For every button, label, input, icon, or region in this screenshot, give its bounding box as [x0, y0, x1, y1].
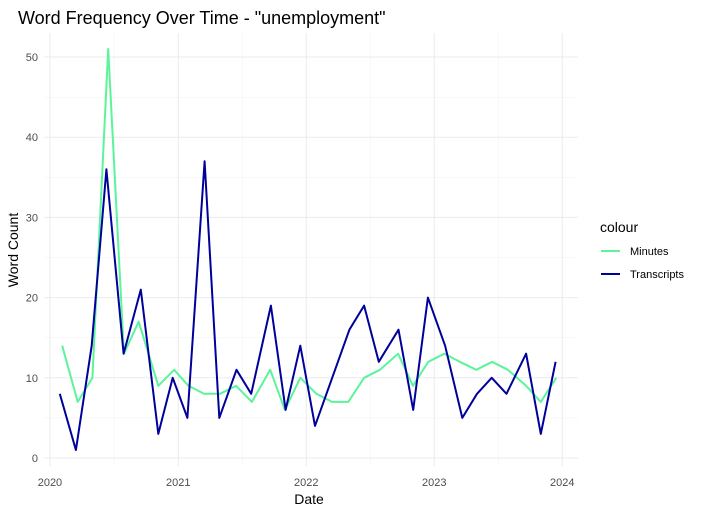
y-tick-label: 0	[32, 453, 38, 465]
x-tick-label: 2024	[550, 477, 574, 489]
y-tick-label: 40	[26, 132, 38, 144]
chart-title: Word Frequency Over Time - "unemployment…	[18, 8, 386, 28]
x-axis-ticks: 2020 2021 2022 2023 2024	[38, 477, 575, 489]
x-tick-label: 2022	[294, 477, 318, 489]
y-tick-label: 50	[26, 52, 38, 64]
y-axis-title: Word Count	[5, 213, 21, 288]
x-tick-label: 2020	[38, 477, 62, 489]
legend: colour Minutes Transcripts	[600, 219, 684, 281]
legend-title: colour	[600, 219, 638, 235]
x-axis-title: Date	[294, 491, 324, 507]
y-axis-ticks: 0 10 20 30 40 50	[26, 52, 38, 465]
y-tick-label: 20	[26, 293, 38, 305]
legend-items: Minutes Transcripts	[601, 246, 684, 281]
y-tick-label: 30	[26, 212, 38, 224]
x-tick-label: 2021	[166, 477, 190, 489]
legend-label-minutes: Minutes	[630, 246, 669, 258]
series-line-transcripts	[58, 160, 557, 451]
y-tick-label: 10	[26, 373, 38, 385]
legend-label-transcripts: Transcripts	[630, 269, 684, 281]
x-tick-label: 2023	[422, 477, 446, 489]
plot-series	[58, 48, 558, 451]
